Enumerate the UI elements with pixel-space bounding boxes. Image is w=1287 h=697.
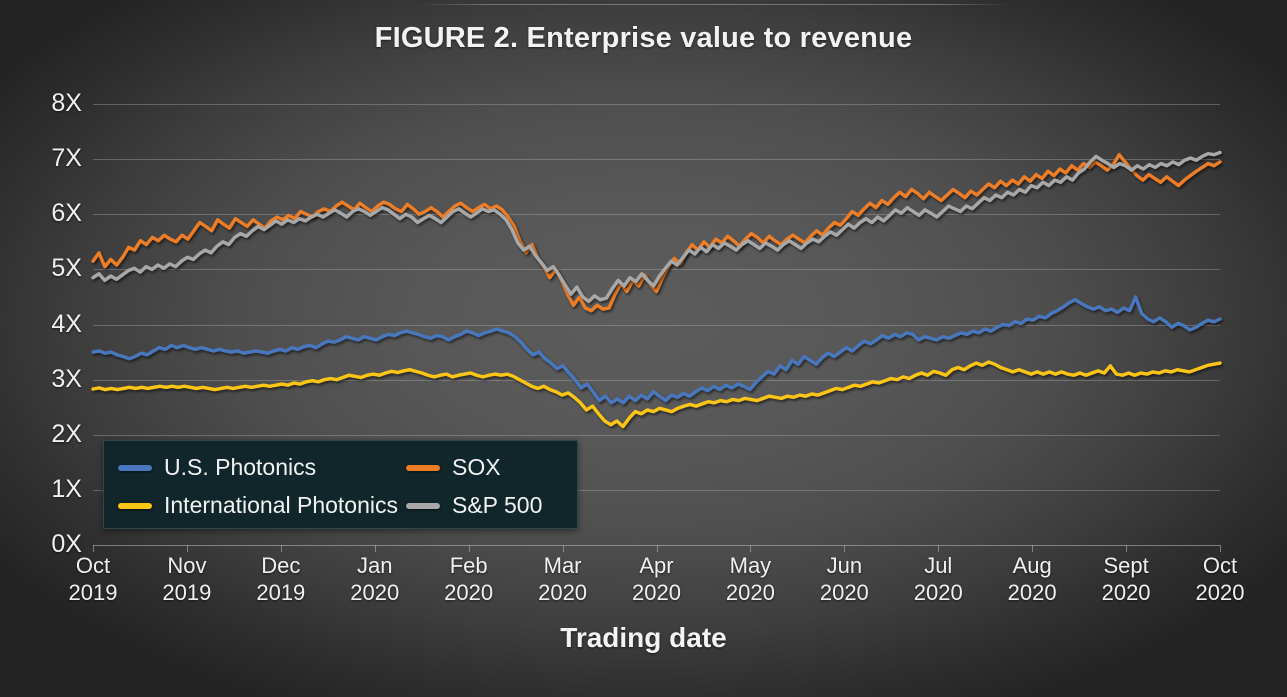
y-axis-tick-label: 6X (51, 199, 82, 228)
gridline (93, 104, 1220, 105)
line-swatch-icon (118, 502, 152, 509)
x-axis-tick (374, 545, 376, 552)
legend-item-sox[interactable]: SOX (406, 454, 501, 481)
gridline (93, 489, 1220, 491)
x-axis-tick (938, 545, 940, 552)
y-axis-tick-label: 2X (51, 419, 82, 448)
x-axis-tick-label: Jul 2020 (913, 553, 963, 605)
x-axis-tick (468, 545, 470, 552)
x-axis-tick-label: Apr 2020 (632, 553, 681, 605)
x-axis-tick (93, 545, 94, 552)
x-axis-tick (280, 545, 282, 552)
x-axis-tick-label: May 2020 (725, 553, 775, 605)
x-axis-tick (656, 545, 658, 552)
series-line-u-s-photonics (91, 295, 1222, 405)
x-axis-tick (844, 545, 846, 552)
x-axis-tick-label: Sept 2020 (1101, 553, 1151, 605)
x-axis-tick-label: Dec 2019 (256, 553, 306, 605)
y-axis-tick-label: 3X (51, 364, 82, 393)
y-axis-tick-label: 1X (51, 474, 82, 503)
x-axis-tick-label: Oct 2019 (68, 553, 118, 605)
plot-area (91, 104, 1222, 545)
legend-item-us-photonics[interactable]: U.S. Photonics (118, 454, 316, 481)
x-axis-tick-label: Mar 2020 (538, 553, 588, 605)
series-line-s-p-500 (91, 150, 1222, 304)
line-swatch-icon (406, 464, 440, 471)
line-swatch-icon (406, 502, 440, 509)
x-axis-tick-label: Feb 2020 (444, 553, 494, 605)
page-title: FIGURE 2. Enterprise value to revenue (374, 22, 913, 54)
series-line-international-photonics (91, 360, 1222, 429)
y-axis-tick-label: 4X (51, 309, 82, 338)
legend-item-label: SOX (452, 454, 501, 480)
legend-item-international-photonics[interactable]: International Photonics (118, 492, 398, 519)
x-axis-tick-label: Aug 2020 (1007, 553, 1057, 605)
legend-item-label: International Photonics (164, 492, 398, 518)
series-lines-group (91, 150, 1222, 429)
x-axis-tick (562, 545, 564, 552)
x-axis-tick (1126, 545, 1128, 552)
x-axis-tick (186, 545, 188, 552)
y-axis-tick-label: 0X (51, 530, 82, 558)
gridline (93, 379, 1220, 381)
x-axis-tick (1032, 545, 1034, 552)
x-axis-tick (750, 545, 752, 552)
y-axis-tick-label: 8X (51, 89, 82, 117)
gridline (93, 434, 1220, 436)
x-axis-tick-label: Oct 2020 (1195, 553, 1245, 605)
gridline (93, 159, 1220, 161)
y-axis-tick-label: 7X (51, 144, 82, 173)
x-axis-tick-label: Jun 2020 (819, 553, 869, 605)
legend-item-sp500[interactable]: S&P 500 (406, 492, 542, 519)
legend-item-label: U.S. Photonics (164, 454, 317, 480)
gridline (93, 269, 1220, 271)
x-axis-tick-label: Jan 2020 (350, 553, 400, 605)
legend-item-label: S&P 500 (452, 492, 543, 518)
top-hairline-divider (420, 4, 1010, 5)
chart-legend: U.S. Photonics International Photonics S… (103, 440, 578, 529)
y-axis-tick-label: 5X (51, 254, 82, 283)
line-swatch-icon (118, 464, 152, 471)
x-axis-title: Trading date (560, 622, 727, 653)
x-axis-tick (1220, 545, 1221, 552)
x-axis-tick-label: Nov 2019 (162, 553, 212, 605)
gridline (93, 324, 1220, 326)
series-line-sox (91, 153, 1222, 313)
gridline (93, 214, 1220, 216)
